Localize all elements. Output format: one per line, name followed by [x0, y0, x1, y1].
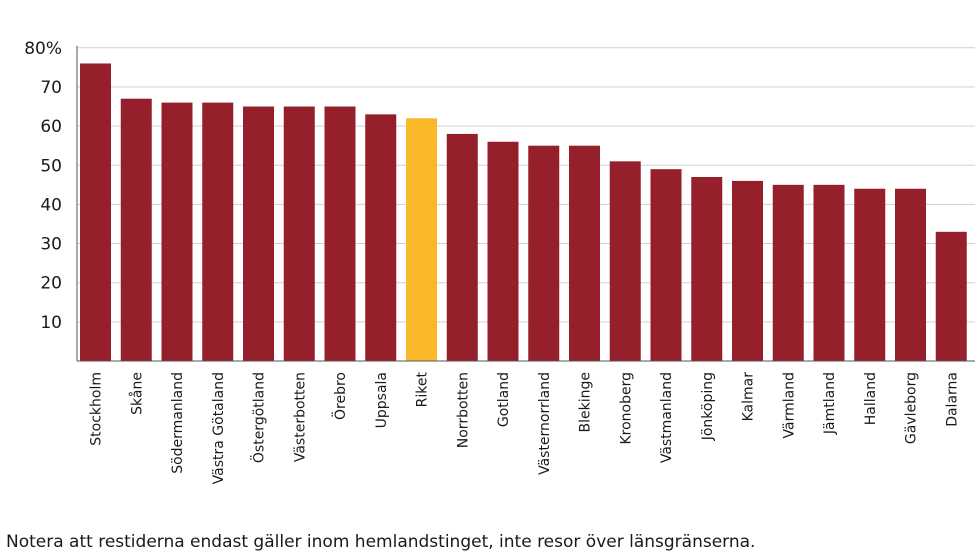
bar	[243, 106, 274, 362]
x-tick-label: Gotland	[496, 372, 512, 427]
y-tick-label: 10	[40, 313, 62, 333]
x-tick-label: Västra Götaland	[211, 372, 227, 484]
bar	[813, 184, 845, 361]
bar	[446, 133, 478, 361]
bar-highlight	[406, 118, 437, 362]
axes	[76, 45, 975, 362]
x-tick-label: Riket	[415, 371, 431, 407]
y-tick-label: 80%	[24, 39, 62, 59]
y-tick-labels: 10 20 30 40 50 60 70 80%	[24, 39, 62, 333]
x-tick-label: Blekinge	[578, 372, 594, 432]
x-tick-label: Jämtland	[822, 372, 838, 435]
x-tick-label: Uppsala	[374, 372, 390, 428]
bar	[569, 145, 600, 361]
bar	[283, 106, 315, 362]
x-tick-label: Södermanland	[170, 372, 186, 474]
x-tick-label: Kalmar	[741, 372, 757, 422]
x-tick-label: Jönköping	[700, 372, 716, 441]
bars	[80, 63, 967, 362]
bar	[609, 161, 641, 361]
x-tick-label: Östergötland	[250, 372, 268, 463]
bar	[895, 188, 926, 361]
y-tick-label: 50	[40, 156, 62, 176]
x-tick-label: Stockholm	[89, 372, 105, 446]
x-tick-label: Örebro	[331, 372, 349, 420]
x-tick-label: Halland	[863, 372, 879, 425]
bar	[650, 169, 682, 361]
x-tick-label: Gävleborg	[904, 372, 920, 444]
bar	[854, 188, 886, 361]
bar	[120, 98, 152, 361]
bar	[732, 180, 763, 361]
x-tick-label: Dalarna	[944, 372, 960, 427]
x-tick-label: Värmland	[781, 372, 797, 438]
y-tick-label: 60	[40, 117, 62, 137]
y-tick-label: 40	[40, 195, 62, 215]
y-tick-label: 30	[40, 235, 62, 255]
bar	[202, 102, 234, 362]
bar-chart: 10 20 30 40 50 60 70 80% Stockholm Skåne Söderman…	[24, 39, 975, 484]
x-tick-label: Västerbotten	[292, 372, 308, 462]
bar	[935, 231, 967, 361]
bar	[691, 176, 723, 361]
x-tick-label: Västmanland	[659, 372, 675, 463]
footnote: Notera att restiderna endast gäller inom…	[6, 532, 756, 552]
bar	[161, 102, 193, 362]
bar	[324, 106, 356, 362]
x-tick-label: Skåne	[128, 372, 145, 415]
x-tick-labels: Stockholm Skåne Södermanland Västra Götalan…	[89, 371, 961, 484]
y-tick-label: 70	[40, 78, 62, 98]
y-tick-label: 20	[40, 274, 62, 294]
x-tick-label: Norrbotten	[455, 372, 471, 448]
bar	[365, 114, 397, 361]
bar	[487, 141, 519, 361]
x-tick-label: Västernorrland	[537, 372, 553, 475]
x-tick-label: Kronoberg	[618, 372, 634, 445]
bar	[528, 145, 560, 361]
bar	[80, 63, 111, 362]
bar	[772, 184, 804, 361]
